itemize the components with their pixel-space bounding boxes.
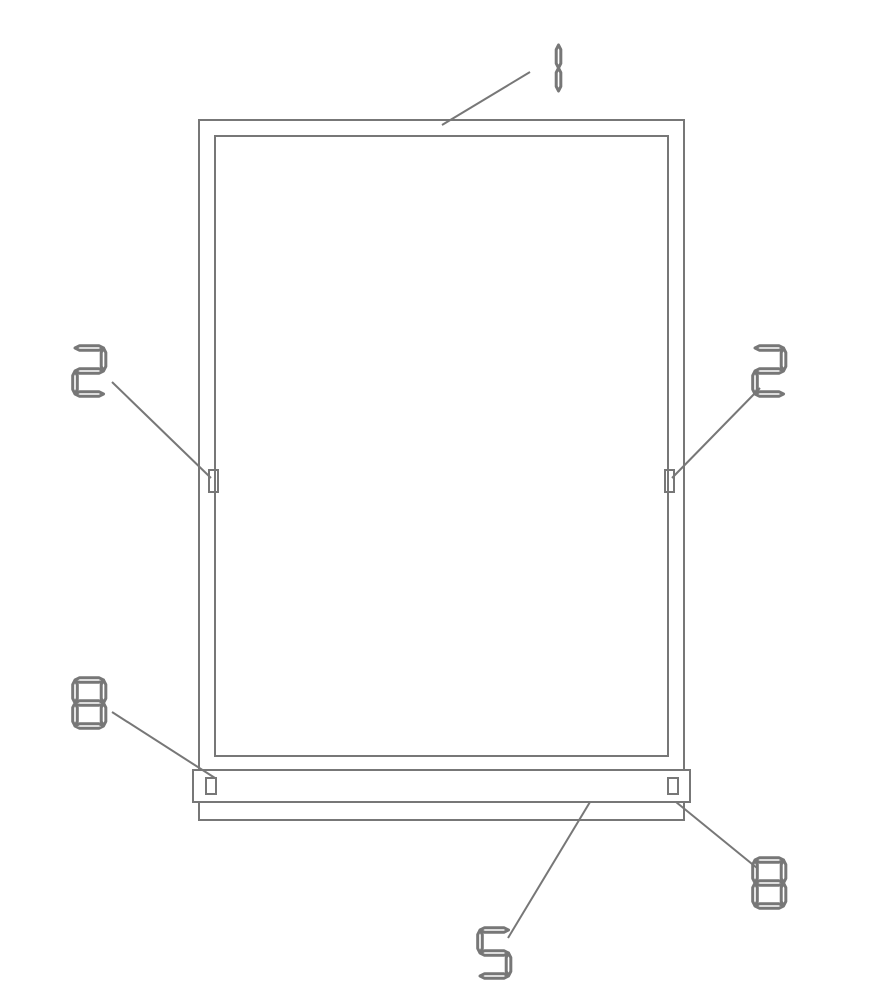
leader-right-bottom <box>676 802 757 868</box>
right-tab <box>665 470 674 492</box>
callout-top-value: 1 <box>530 44 531 46</box>
callout-bottom: 5 <box>478 928 511 979</box>
callout-left-mid: 2 <box>73 346 106 397</box>
digit-8-icon <box>753 858 786 909</box>
outer-frame <box>199 120 684 820</box>
left-tab <box>209 470 218 492</box>
bottom-bar <box>193 770 690 802</box>
leader-bottom <box>508 802 590 938</box>
digit-8-icon <box>73 678 106 729</box>
digit-2-icon <box>753 346 786 397</box>
callout-right-bottom: 8 <box>753 858 786 909</box>
leader-right-mid <box>672 388 760 478</box>
leader-left-mid <box>112 382 211 478</box>
leader-top <box>442 72 530 125</box>
inner-frame <box>215 136 668 756</box>
digit-2-icon <box>73 346 106 397</box>
digit-5-icon <box>478 928 511 979</box>
callout-top: 1 <box>530 44 561 91</box>
digit-1-icon <box>556 45 561 91</box>
callout-left-bottom: 8 <box>73 678 106 729</box>
callout-right-mid: 2 <box>753 346 786 397</box>
